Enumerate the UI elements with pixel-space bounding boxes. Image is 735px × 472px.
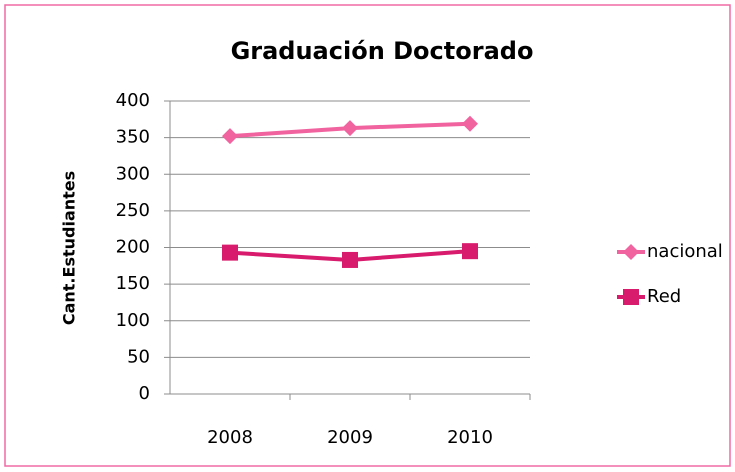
legend-label: nacional — [647, 241, 723, 262]
x-tick-label: 2008 — [207, 427, 253, 448]
chart-border — [4, 4, 731, 467]
data-point — [222, 128, 238, 145]
y-tick-label: 350 — [116, 127, 150, 148]
legend-marker — [623, 244, 639, 260]
data-point — [462, 243, 478, 260]
y-tick-label: 150 — [116, 273, 150, 294]
y-axis-label: Cant.Estudiantes — [60, 171, 79, 325]
y-tick-label: 250 — [116, 200, 150, 221]
y-tick-label: 0 — [139, 383, 150, 404]
x-tick-label: 2009 — [327, 427, 373, 448]
y-tick-label: 400 — [116, 90, 150, 111]
chart-title: Graduación Doctorado — [231, 37, 534, 65]
legend-label: Red — [647, 286, 681, 307]
data-point — [342, 120, 358, 137]
data-point — [342, 251, 358, 268]
y-tick-label: 300 — [116, 163, 150, 184]
y-tick-label: 50 — [127, 346, 150, 367]
x-tick-label: 2010 — [447, 427, 493, 448]
data-point — [222, 244, 238, 261]
y-tick-label: 100 — [116, 310, 150, 331]
data-point — [462, 115, 478, 132]
y-tick-label: 200 — [116, 237, 150, 258]
legend-marker — [623, 289, 639, 305]
